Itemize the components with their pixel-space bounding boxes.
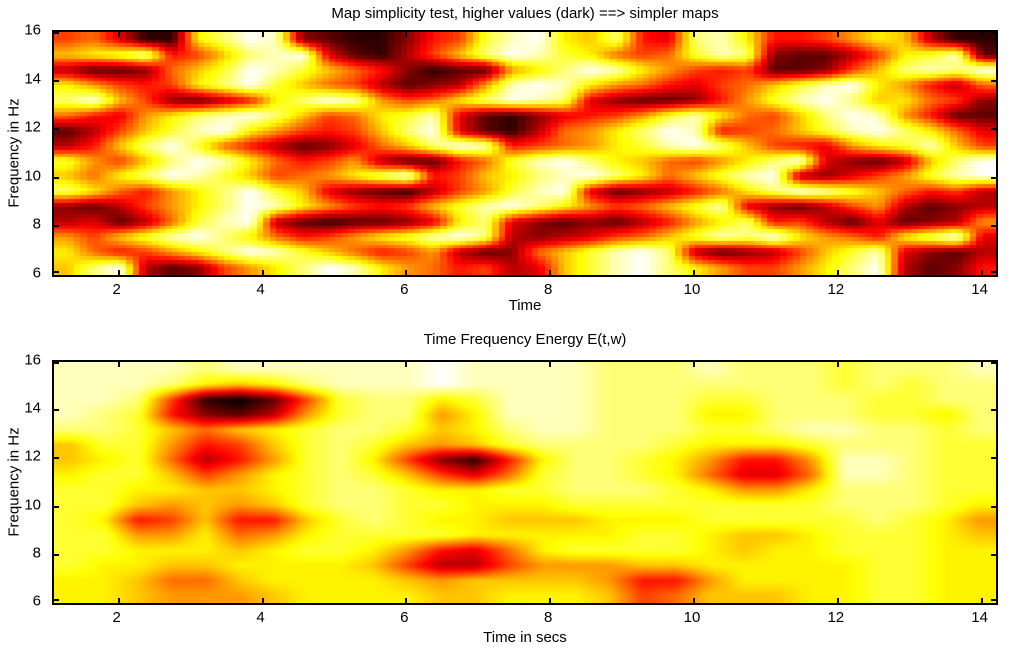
tick-mark <box>837 270 839 275</box>
y-tick-label: 16 <box>24 351 41 369</box>
tick-mark <box>837 32 839 37</box>
bottom-heatmap-plot <box>52 360 998 605</box>
x-tick-label: 2 <box>112 281 121 298</box>
tick-mark <box>262 598 264 603</box>
tick-mark <box>981 362 983 367</box>
y-tick-label: 8 <box>32 215 41 233</box>
y-tick-label: 6 <box>32 592 41 610</box>
top-y-axis-ticks: 6 8 10 12 14 16 <box>0 22 46 282</box>
bottom-heatmap-canvas <box>54 362 996 603</box>
tick-mark <box>991 409 996 411</box>
tick-mark <box>54 362 59 364</box>
tick-mark <box>837 598 839 603</box>
x-tick-label: 4 <box>256 609 265 626</box>
tick-mark <box>991 457 996 459</box>
tick-mark <box>405 270 407 275</box>
x-tick-label: 14 <box>971 281 988 298</box>
tick-mark <box>549 270 551 275</box>
bottom-y-axis-ticks: 6 8 10 12 14 16 <box>0 352 46 610</box>
tick-mark <box>549 362 551 367</box>
bottom-y-axis-label: Frequency in Hz <box>5 427 23 537</box>
y-tick-label: 16 <box>24 21 41 39</box>
tick-mark <box>405 598 407 603</box>
bottom-chart-title: Time Frequency Energy E(t,w) <box>423 331 627 348</box>
tick-mark <box>405 32 407 37</box>
x-tick-label: 6 <box>400 609 409 626</box>
bottom-x-axis-label: Time in secs <box>483 629 567 646</box>
tick-mark <box>991 32 996 34</box>
x-tick-label: 6 <box>400 281 409 298</box>
x-tick-label: 10 <box>683 609 701 626</box>
tick-mark <box>54 128 59 130</box>
tick-mark <box>118 32 120 37</box>
x-tick-label: 2 <box>112 609 121 626</box>
x-tick-label: 10 <box>683 281 701 298</box>
tick-mark <box>54 32 59 34</box>
tick-mark <box>262 270 264 275</box>
tick-mark <box>54 80 59 82</box>
x-tick-label: 4 <box>256 281 265 298</box>
tick-mark <box>981 598 983 603</box>
tick-mark <box>693 32 695 37</box>
y-tick-label: 12 <box>24 118 41 136</box>
x-tick-label: 8 <box>543 609 553 626</box>
top-y-axis-label: Frequency in Hz <box>5 98 23 208</box>
x-tick-label: 12 <box>827 281 845 298</box>
tick-mark <box>54 554 59 556</box>
tick-mark <box>991 80 996 82</box>
x-tick-label: 8 <box>543 281 553 298</box>
tick-mark <box>262 32 264 37</box>
tick-mark <box>54 225 59 227</box>
tick-mark <box>991 177 996 179</box>
top-heatmap-plot <box>52 30 998 277</box>
tick-mark <box>991 506 996 508</box>
tick-mark <box>981 32 983 37</box>
tick-mark <box>54 599 59 601</box>
tick-mark <box>693 598 695 603</box>
bottom-x-axis-ticks: 2 4 6 8 10 12 14 <box>52 609 998 627</box>
tick-mark <box>262 362 264 367</box>
tick-mark <box>991 362 996 364</box>
top-x-axis-label: Time <box>508 297 542 314</box>
tick-mark <box>549 598 551 603</box>
tick-mark <box>991 271 996 273</box>
tick-mark <box>991 599 996 601</box>
top-heatmap-canvas <box>54 32 996 275</box>
tick-mark <box>54 177 59 179</box>
y-tick-label: 10 <box>24 167 41 185</box>
tick-mark <box>991 128 996 130</box>
tick-mark <box>54 457 59 459</box>
tick-mark <box>405 362 407 367</box>
tick-mark <box>54 271 59 273</box>
tick-mark <box>693 362 695 367</box>
tick-mark <box>981 270 983 275</box>
tick-mark <box>693 270 695 275</box>
x-tick-label: 14 <box>971 609 988 626</box>
y-tick-label: 6 <box>32 264 41 282</box>
tick-mark <box>991 225 996 227</box>
tick-mark <box>118 270 120 275</box>
tick-mark <box>837 362 839 367</box>
tick-mark <box>549 32 551 37</box>
top-x-axis-ticks: 2 4 6 8 10 12 14 <box>52 281 998 299</box>
y-tick-label: 12 <box>24 447 41 465</box>
top-chart-title: Map simplicity test, higher values (dark… <box>331 5 719 22</box>
tick-mark <box>54 506 59 508</box>
y-tick-label: 14 <box>24 70 41 88</box>
tick-mark <box>991 554 996 556</box>
tick-mark <box>118 598 120 603</box>
y-tick-label: 8 <box>32 544 41 562</box>
y-tick-label: 14 <box>24 399 41 417</box>
y-tick-label: 10 <box>24 496 41 514</box>
x-tick-label: 12 <box>827 609 845 626</box>
tick-mark <box>118 362 120 367</box>
tick-mark <box>54 409 59 411</box>
